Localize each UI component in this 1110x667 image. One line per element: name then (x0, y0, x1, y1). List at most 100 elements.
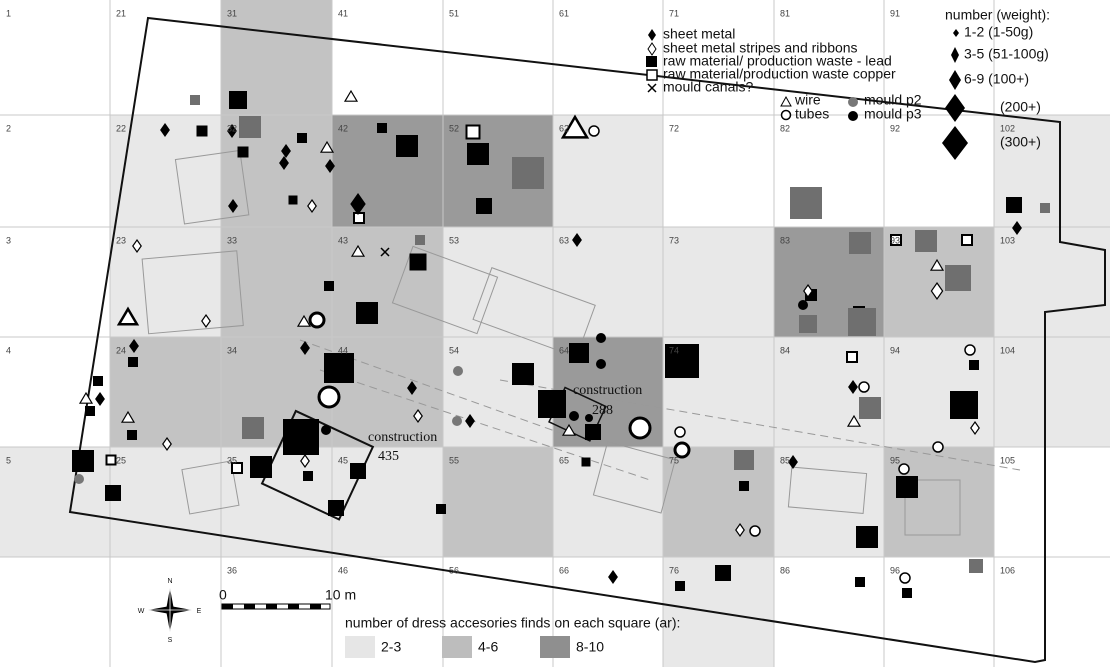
find-marker (85, 406, 95, 416)
grid-label: 5 (6, 455, 11, 465)
find-marker (970, 420, 980, 436)
weight-title: number (weight): (945, 7, 1050, 23)
grid-label: 33 (227, 235, 237, 245)
find-marker (343, 89, 359, 102)
grid-label: 44 (338, 345, 348, 355)
find-marker (237, 146, 249, 158)
find-marker (932, 441, 944, 453)
find-marker (675, 581, 685, 591)
find-marker (855, 577, 865, 587)
find-marker (945, 265, 971, 291)
shaded-square (221, 115, 332, 227)
find-marker (116, 306, 140, 326)
find-marker (162, 436, 172, 452)
grid-label: 54 (449, 345, 459, 355)
grid-label: 73 (669, 235, 679, 245)
weight-symbol (945, 94, 965, 122)
find-marker (409, 253, 427, 271)
weight-item: 6-9 (100+) (964, 71, 1029, 87)
weight-symbol (942, 126, 968, 160)
weight-symbol (949, 70, 961, 90)
find-marker (308, 311, 326, 329)
find-marker (415, 235, 425, 245)
legend-symbol (648, 29, 656, 41)
legend-symbol (647, 83, 657, 93)
grid-label: 21 (116, 8, 126, 18)
find-marker (798, 300, 808, 310)
find-marker (227, 123, 237, 139)
find-marker (561, 423, 577, 436)
shading-swatch (442, 636, 472, 658)
find-marker (581, 457, 591, 467)
construction-label: construction (573, 383, 642, 398)
grid-label: 46 (338, 565, 348, 575)
find-marker (749, 525, 761, 537)
find-marker (319, 140, 335, 153)
find-marker (231, 462, 243, 474)
find-marker (569, 411, 579, 421)
shaded-square (994, 337, 1110, 447)
shading-legend-title: number of dress accesories finds on each… (345, 615, 680, 631)
find-marker (307, 198, 317, 214)
find-marker (898, 463, 910, 475)
find-marker (377, 123, 387, 133)
find-marker (300, 453, 310, 469)
shaded-square (443, 227, 553, 337)
find-marker (902, 588, 912, 598)
find-marker (242, 417, 264, 439)
find-marker (452, 416, 462, 426)
shaded-square (994, 227, 1110, 337)
legend-symbol (646, 69, 658, 81)
find-marker (120, 410, 136, 423)
find-marker (350, 463, 366, 479)
shading-class: 8-10 (576, 639, 604, 655)
grid-label: 45 (338, 455, 348, 465)
weight-item: (200+) (1000, 99, 1041, 115)
grid-label: 3 (6, 235, 11, 245)
find-marker (1040, 203, 1050, 213)
find-marker (848, 379, 858, 395)
find-marker (849, 232, 871, 254)
weight-item: 3-5 (51-100g) (964, 46, 1049, 62)
legend-item: mould p2 (864, 92, 922, 108)
find-marker (201, 313, 211, 329)
find-marker (196, 125, 208, 137)
find-marker (859, 397, 881, 419)
shaded-square (443, 447, 553, 557)
find-marker (930, 281, 944, 301)
find-marker (328, 500, 344, 516)
find-marker (160, 122, 170, 138)
find-marker (964, 344, 976, 356)
legend-item: sheet metal stripes and ribbons (663, 40, 858, 56)
find-marker (476, 198, 492, 214)
weight-symbol (951, 47, 959, 63)
grid-label: 102 (1000, 123, 1015, 133)
legend-symbol (647, 42, 657, 56)
legend-item: raw material/production waste copper (663, 66, 896, 82)
shaded-square (884, 227, 994, 337)
grid-label: 41 (338, 8, 348, 18)
find-marker (858, 381, 870, 393)
shaded-square (443, 337, 553, 447)
find-marker (413, 408, 423, 424)
find-marker (628, 416, 652, 440)
find-marker (739, 481, 749, 491)
grid-label: 56 (449, 565, 459, 575)
construction-number: 435 (378, 449, 399, 464)
scale-label: 0 (219, 587, 227, 603)
find-marker (803, 283, 813, 299)
legend-symbol (848, 111, 858, 121)
find-marker (674, 426, 686, 438)
find-marker (321, 425, 331, 435)
find-marker (78, 391, 94, 404)
find-marker (296, 314, 312, 327)
find-marker (848, 308, 876, 336)
shaded-square (110, 447, 221, 557)
find-marker (585, 424, 601, 440)
find-marker (585, 414, 593, 422)
compass-label: E (197, 608, 202, 615)
find-marker (229, 91, 247, 109)
legend-item: mould p3 (864, 106, 922, 122)
shaded-square (332, 115, 443, 227)
